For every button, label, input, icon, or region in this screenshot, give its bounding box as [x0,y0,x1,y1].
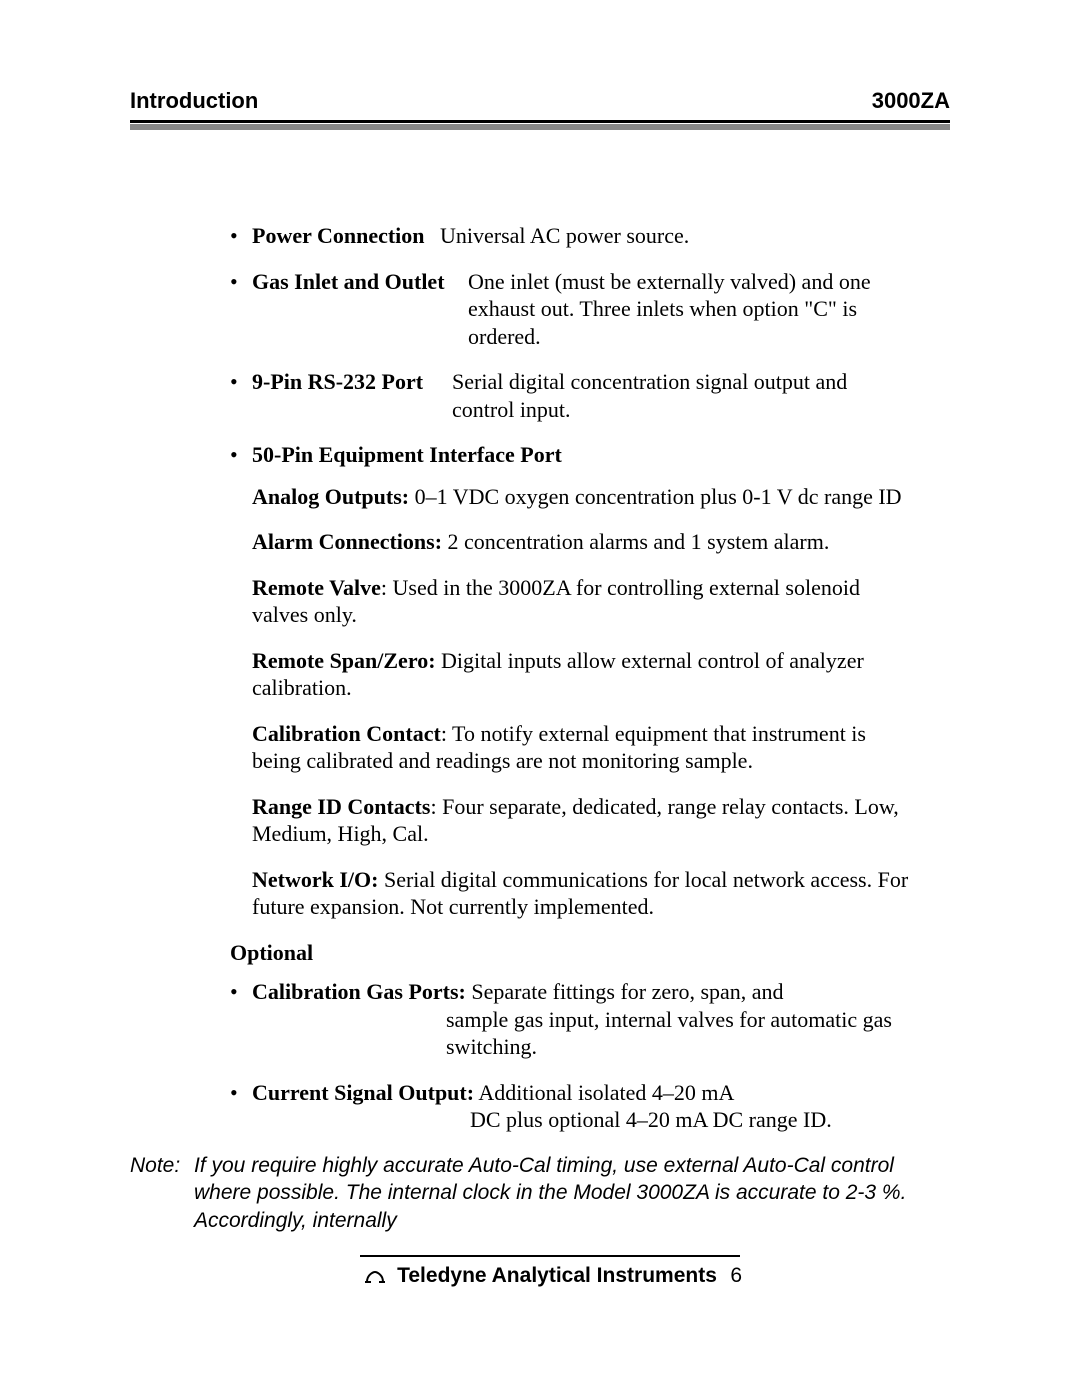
feature-term: 50-Pin Equipment Interface Port [252,441,572,469]
sub-label: Range ID Contacts [252,794,430,819]
page: Introduction 3000ZA • Power Connection U… [0,0,1080,1397]
sub-label: Alarm Connections: [252,529,442,554]
port-sub-item: Remote Span/Zero: Digital inputs allow e… [252,647,910,702]
optional-item: • Current Signal Output: Additional isol… [230,1079,910,1134]
feature-desc: Serial digital concentration signal outp… [452,368,910,423]
footer: Teledyne Analytical Instruments 6 [130,1255,950,1289]
footer-line: Teledyne Analytical Instruments 6 [130,1263,950,1289]
note-body: If you require highly accurate Auto-Cal … [194,1152,950,1235]
footer-rule [360,1255,740,1257]
optional-term: Current Signal Output: [252,1080,474,1105]
note-label: Note: [130,1152,194,1235]
sub-label: Network I/O: [252,867,378,892]
note-block: Note: If you require highly accurate Aut… [130,1152,950,1235]
optional-first: Separate fittings for zero, span, and [466,979,784,1004]
port-sub-item: Calibration Contact: To notify external … [252,720,910,775]
sub-label: Remote Valve [252,575,381,600]
optional-rest: sample gas input, internal valves for au… [252,1006,910,1061]
optional-desc: Current Signal Output: Additional isolat… [252,1079,910,1134]
header-rule [130,120,950,130]
optional-item: • Calibration Gas Ports: Separate fittin… [230,978,910,1061]
feature-item: • Power Connection Universal AC power so… [230,222,910,250]
port-sub-item: Range ID Contacts: Four separate, dedica… [252,793,910,848]
sub-text: 0–1 VDC oxygen concentration plus 0-1 V … [409,484,901,509]
feature-item: • 50-Pin Equipment Interface Port [230,441,910,469]
sub-label: Remote Span/Zero: [252,648,436,673]
header-section-title: Introduction [130,88,258,114]
optional-heading: Optional [230,939,950,967]
bullet-icon: • [230,978,252,1061]
port-sub-item: Alarm Connections: 2 concentration alarm… [252,528,910,556]
feature-term: Power Connection [252,222,440,250]
optional-desc: Calibration Gas Ports: Separate fittings… [252,978,910,1061]
bullet-icon: • [230,1079,252,1134]
port-sub-item: Network I/O: Serial digital communicatio… [252,866,910,921]
optional-term: Calibration Gas Ports: [252,979,466,1004]
feature-desc: Universal AC power source. [440,222,910,250]
footer-company: Teledyne Analytical Instruments [397,1263,717,1289]
optional-rest: DC plus optional 4–20 mA DC range ID. [252,1106,910,1134]
port-sublist: Analog Outputs: 0–1 VDC oxygen concentra… [252,483,910,921]
feature-term: Gas Inlet and Outlet [252,268,468,351]
optional-first: Additional isolated 4–20 mA [474,1080,734,1105]
sub-label: Analog Outputs: [252,484,409,509]
feature-list: • Power Connection Universal AC power so… [230,222,910,469]
bullet-icon: • [230,368,252,423]
page-header: Introduction 3000ZA [130,88,950,118]
content: • Power Connection Universal AC power so… [130,222,950,1289]
port-sub-item: Analog Outputs: 0–1 VDC oxygen concentra… [252,483,910,511]
port-sub-item: Remote Valve: Used in the 3000ZA for con… [252,574,910,629]
feature-item: • Gas Inlet and Outlet One inlet (must b… [230,268,910,351]
sub-text: 2 concentration alarms and 1 system alar… [442,529,829,554]
feature-desc: One inlet (must be externally valved) an… [468,268,910,351]
logo-icon [363,1267,387,1285]
bullet-icon: • [230,222,252,250]
page-number: 6 [730,1263,742,1289]
bullet-icon: • [230,268,252,351]
feature-item: • 9-Pin RS-232 Port Serial digital conce… [230,368,910,423]
sub-label: Calibration Contact [252,721,441,746]
bullet-icon: • [230,441,252,469]
header-model: 3000ZA [872,88,950,114]
feature-term: 9-Pin RS-232 Port [252,368,452,423]
